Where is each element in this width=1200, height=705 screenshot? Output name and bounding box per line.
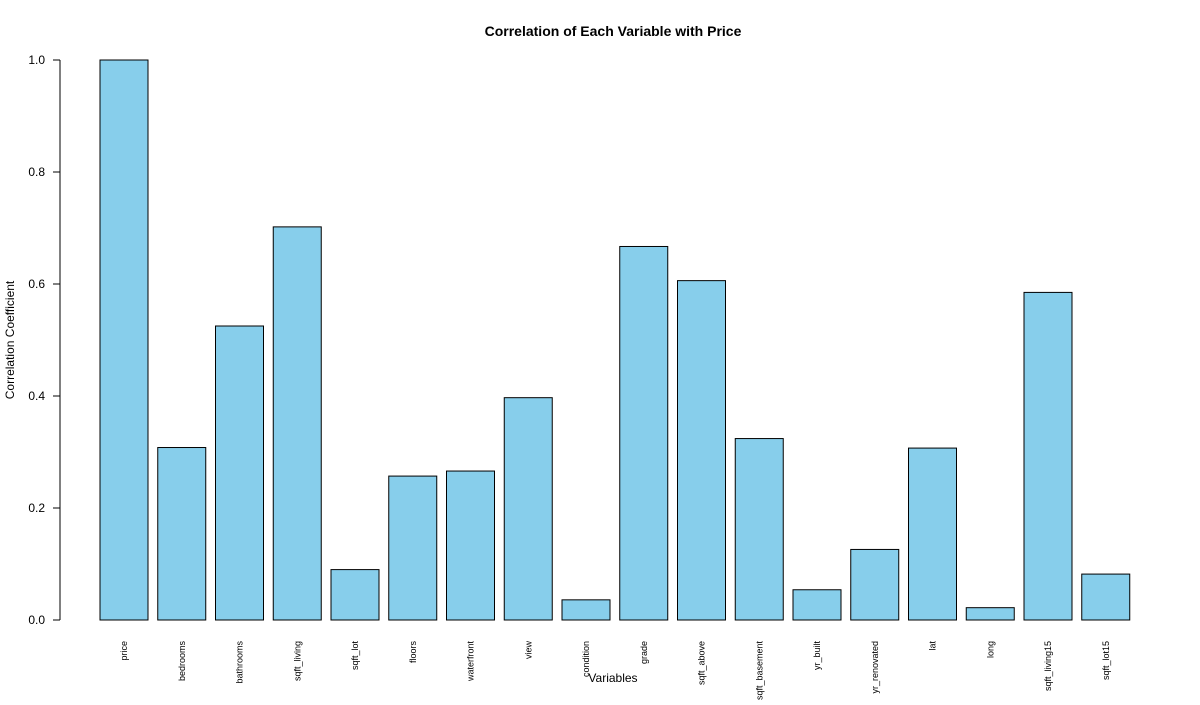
bar-grade [619,245,669,621]
bar-yr-built [792,589,842,621]
x-tick-label: floors [408,641,418,664]
y-tick-label: 0.2 [28,501,45,515]
x-tick-label: sqft_lot [350,641,360,671]
y-tick-label: 0.0 [28,613,45,627]
bar-sqft-living15 [1023,291,1073,621]
bar-waterfront [446,470,495,621]
bar-lat [908,447,957,621]
bar-sqft-lot15 [1081,573,1131,621]
bars-group [99,59,1131,621]
bar-bathrooms [215,325,264,621]
y-axis: 0.0 0.2 0.4 0.6 0.8 1.0 [28,53,61,627]
x-tick-label: view [523,641,533,660]
x-tick-label: price [119,641,129,661]
x-axis-label: Variables [588,671,637,685]
bar-price [99,59,149,621]
x-tick-label: lat [928,641,938,651]
x-tick-label: long [985,641,995,658]
x-tick-label: bedrooms [177,641,187,682]
bar-view [503,397,553,621]
x-tick-label: sqft_living [292,641,302,681]
bar-floors [388,475,438,621]
bar-sqft-basement [734,438,784,621]
bar-bedrooms [157,447,207,621]
x-tick-label: grade [639,641,649,664]
x-tick-label: bathrooms [235,641,245,684]
x-tick-label: condition [581,641,591,677]
y-axis-label: Correlation Coefficient [3,280,17,399]
y-tick-label: 1.0 [28,53,45,67]
chart-title: Correlation of Each Variable with Price [485,23,742,39]
bar-condition [561,599,611,621]
x-tick-label: yr_renovated [870,641,880,694]
y-tick-label: 0.4 [28,389,45,403]
bar-yr-renovated [850,548,900,621]
x-tick-label: yr_built [812,641,822,671]
x-tick-label: sqft_above [697,641,707,685]
x-tick-label: sqft_basement [754,641,764,700]
x-tick-labels: price bedrooms bathrooms sqft_living sqft_lo… [119,641,1111,701]
y-tick-label: 0.8 [28,165,45,179]
y-tick-label: 0.6 [28,277,45,291]
x-tick-label: sqft_living15 [1043,641,1053,691]
bar-long [965,607,1015,621]
bar-sqft-above [677,280,726,621]
bar-sqft-living [272,226,322,621]
bar-sqft-lot [330,569,380,621]
x-tick-label: sqft_lot15 [1101,641,1111,680]
x-tick-label: waterfront [466,641,476,683]
